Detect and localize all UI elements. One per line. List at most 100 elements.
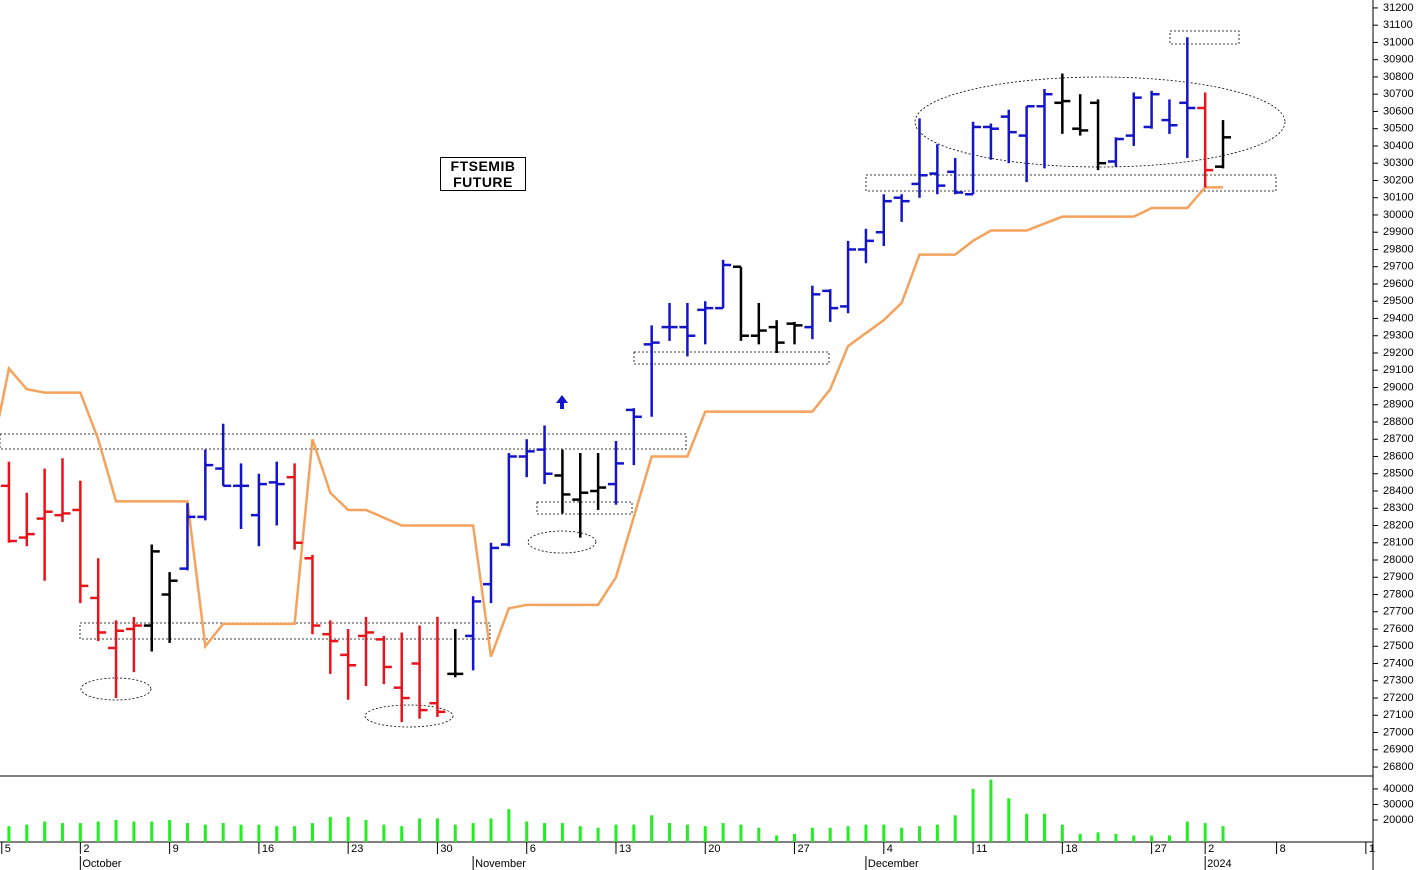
y-tick-label: 28400 (1383, 485, 1414, 497)
y-tick-label: 29700 (1383, 261, 1414, 273)
y-tick-label: 27900 (1383, 571, 1414, 583)
support-zone (633, 351, 830, 365)
volume-bar (846, 826, 850, 842)
y-tick-label: 27000 (1383, 726, 1414, 738)
y-tick-label: 27300 (1383, 675, 1414, 687)
volume-bar (810, 827, 814, 842)
volume-bar (668, 823, 672, 842)
y-tick-label: 27800 (1383, 588, 1414, 600)
y-tick-label: 20000 (1383, 814, 1414, 826)
volume-bar (168, 819, 172, 842)
x-tick-label: 13 (619, 843, 631, 855)
y-tick-label: 29400 (1383, 312, 1414, 324)
annotations (0, 30, 1286, 728)
volume-bar (132, 821, 136, 842)
volume-bar (1221, 826, 1225, 842)
y-tick-label: 27200 (1383, 692, 1414, 704)
volume-bar (382, 824, 386, 842)
x-tick-label: 18 (1065, 843, 1077, 855)
volume-bar (1185, 821, 1189, 842)
y-tick-label: 28100 (1383, 537, 1414, 549)
resistance-zone (1169, 30, 1240, 45)
volume-bar (900, 827, 904, 842)
volume-bar (614, 824, 618, 842)
volume-bar (1042, 813, 1046, 842)
y-tick-label: 30500 (1383, 123, 1414, 135)
y-tick-label: 29600 (1383, 278, 1414, 290)
overlay-line (0, 186, 1224, 658)
volume-bar (78, 823, 82, 842)
y-tick-label: 29000 (1383, 381, 1414, 393)
x-tick-label: 16 (262, 843, 274, 855)
y-tick-label: 27600 (1383, 623, 1414, 635)
volume-bar (739, 824, 743, 842)
volume-bar (239, 824, 243, 842)
volume-bar (257, 824, 261, 842)
x-tick-label: 20 (708, 843, 720, 855)
volume-bar (1203, 823, 1207, 842)
volume-bar (364, 819, 368, 842)
y-tick-label: 26900 (1383, 744, 1414, 756)
x-tick-label: 2 (1208, 843, 1214, 855)
y-tick-label: 30800 (1383, 71, 1414, 83)
period-label: December (868, 858, 919, 870)
volume-bar (971, 788, 975, 842)
up-arrow (556, 395, 568, 409)
y-tick-label: 29500 (1383, 295, 1414, 307)
volume-bar (203, 824, 207, 842)
volume-bar (1114, 833, 1118, 842)
y-tick-label: 30300 (1383, 157, 1414, 169)
x-tick-label: 9 (173, 843, 179, 855)
volume-bar (525, 821, 529, 842)
volume-bar (953, 815, 957, 842)
y-tick-label: 28900 (1383, 399, 1414, 411)
volume-bar (989, 779, 993, 842)
y-tick-label: 26800 (1383, 761, 1414, 773)
y-tick-label: 28200 (1383, 519, 1414, 531)
y-tick-label: 28300 (1383, 502, 1414, 514)
volume-bar (935, 824, 939, 842)
y-tick-label: 27400 (1383, 657, 1414, 669)
volume-bar (453, 824, 457, 842)
volume-bar (596, 827, 600, 842)
y-tick-label: 27700 (1383, 606, 1414, 618)
plot-area (0, 37, 1232, 723)
y-tick-label: 28700 (1383, 433, 1414, 445)
volume-bar (828, 827, 832, 842)
volume-bar (400, 826, 404, 842)
volume-bar (578, 826, 582, 842)
volume-bar (543, 823, 547, 842)
support-zone (865, 174, 1277, 192)
y-tick-label: 30600 (1383, 105, 1414, 117)
x-tick-label: 23 (351, 843, 363, 855)
period-label: 2024 (1207, 858, 1231, 870)
range-ellipse (914, 76, 1286, 168)
low-circle (80, 677, 152, 701)
volume-bar (435, 818, 439, 842)
chart-title: FTSEMIB FUTURE (440, 157, 526, 191)
volume-bar (114, 819, 118, 842)
y-tick-label: 29800 (1383, 243, 1414, 255)
x-tick-label: 6 (530, 843, 536, 855)
x-tick-label: 11 (976, 843, 987, 855)
y-tick-label: 30900 (1383, 54, 1414, 66)
volume-bar (1150, 835, 1154, 842)
y-tick-label: 31000 (1383, 36, 1414, 48)
y-tick-label: 30000 (1383, 209, 1414, 221)
volume-bar (328, 816, 332, 842)
volume-bar (489, 818, 493, 842)
x-tick-label: 30 (440, 843, 452, 855)
volume-bar (721, 823, 725, 842)
volume-bar (650, 815, 654, 842)
x-tick-label: 1 (1369, 843, 1375, 855)
volume-bar (150, 821, 154, 842)
x-tick-label: 2 (83, 843, 89, 855)
volume-bar (685, 824, 689, 842)
volume-bar (1096, 832, 1100, 842)
support-zone (0, 433, 687, 450)
volume-bar (1007, 798, 1011, 842)
volume-bar (185, 823, 189, 842)
period-label: October (82, 858, 121, 870)
y-tick-label: 29900 (1383, 226, 1414, 238)
